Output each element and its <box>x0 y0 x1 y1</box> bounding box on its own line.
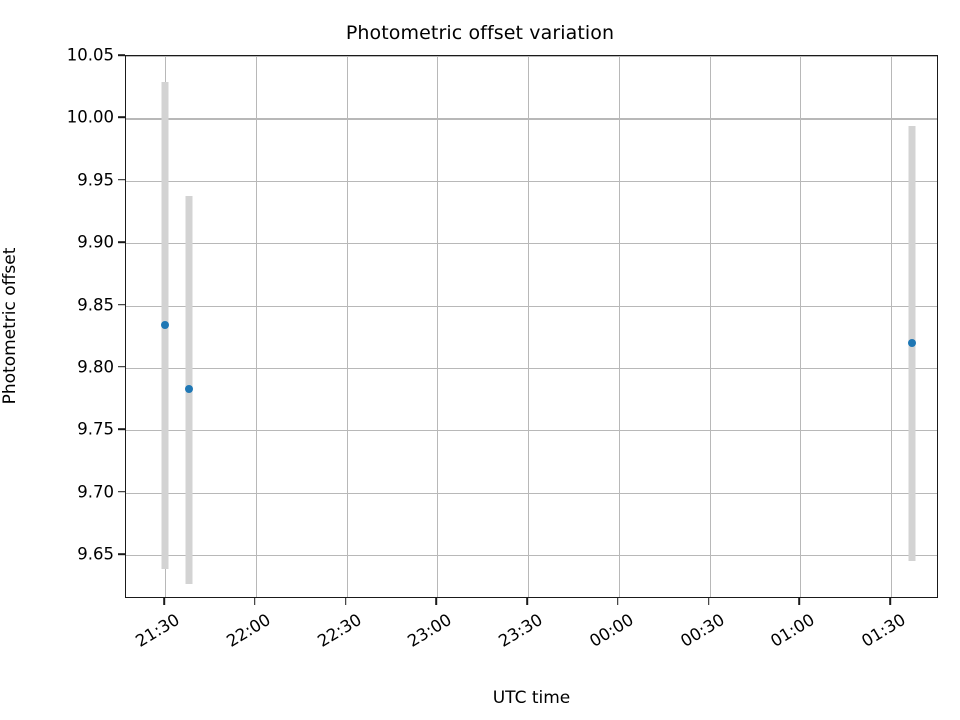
y-axis-label: Photometric offset <box>0 247 20 405</box>
x-tick-mark <box>889 598 891 605</box>
y-tick-mark <box>118 116 125 119</box>
y-tick-mark <box>118 54 125 56</box>
y-tick-label: 9.75 <box>77 419 114 439</box>
x-tick-label: 00:30 <box>676 610 728 651</box>
gridline-vertical <box>528 56 530 597</box>
x-tick-label: 01:30 <box>858 610 909 651</box>
data-point[interactable] <box>908 338 917 347</box>
y-tick-label: 10.05 <box>66 45 114 65</box>
y-tick-label: 10.00 <box>66 107 114 127</box>
gridline-horizontal <box>126 180 937 182</box>
x-tick-mark <box>526 598 528 605</box>
gridline-vertical <box>618 56 620 597</box>
x-axis-label: UTC time <box>492 688 571 708</box>
y-tick-mark <box>118 553 125 555</box>
x-tick-mark <box>253 598 256 605</box>
y-tick-label: 9.70 <box>77 482 114 502</box>
gridline-horizontal <box>126 555 937 557</box>
gridline-vertical <box>346 56 348 597</box>
y-tick-mark <box>118 490 125 493</box>
y-tick-mark <box>118 241 125 243</box>
y-tick-label: 9.95 <box>77 170 114 190</box>
y-tick-label: 9.90 <box>77 232 114 252</box>
x-tick-mark <box>163 598 165 605</box>
plot-area <box>125 55 938 598</box>
gridline-horizontal <box>126 305 937 307</box>
y-tick-mark <box>118 178 125 181</box>
gridline-vertical <box>709 56 711 597</box>
x-tick-mark <box>616 598 619 605</box>
gridline-vertical <box>437 56 439 597</box>
gridline-vertical <box>800 56 802 597</box>
gridline-horizontal <box>126 118 937 120</box>
gridline-horizontal <box>126 243 937 245</box>
gridline-vertical <box>255 56 257 597</box>
x-tick-mark <box>798 598 801 605</box>
y-tick-label: 9.65 <box>77 544 114 564</box>
x-tick-mark <box>344 598 347 605</box>
x-tick-label: 22:00 <box>222 610 274 651</box>
x-tick-label: 01:00 <box>767 610 819 651</box>
x-tick-label: 23:30 <box>495 610 546 651</box>
x-tick-mark <box>435 598 438 605</box>
y-tick-label: 9.80 <box>77 357 114 377</box>
gridline-vertical <box>891 56 893 597</box>
x-tick-label: 00:00 <box>585 610 637 651</box>
y-tick-mark <box>118 366 125 368</box>
gridline-horizontal <box>126 56 937 58</box>
data-point[interactable] <box>185 385 194 394</box>
page-title: Photometric offset variation <box>345 22 615 44</box>
x-tick-label: 23:00 <box>404 610 456 651</box>
y-tick-label: 9.85 <box>77 295 114 314</box>
x-tick-label: 21:30 <box>132 610 183 651</box>
y-tick-mark <box>118 428 125 431</box>
gridline-horizontal <box>126 367 937 370</box>
gridline-horizontal <box>126 430 937 432</box>
gridline-horizontal <box>126 492 937 494</box>
data-point[interactable] <box>161 321 169 330</box>
x-tick-label: 22:30 <box>313 610 365 651</box>
y-tick-mark <box>118 303 125 306</box>
x-tick-mark <box>707 598 710 605</box>
